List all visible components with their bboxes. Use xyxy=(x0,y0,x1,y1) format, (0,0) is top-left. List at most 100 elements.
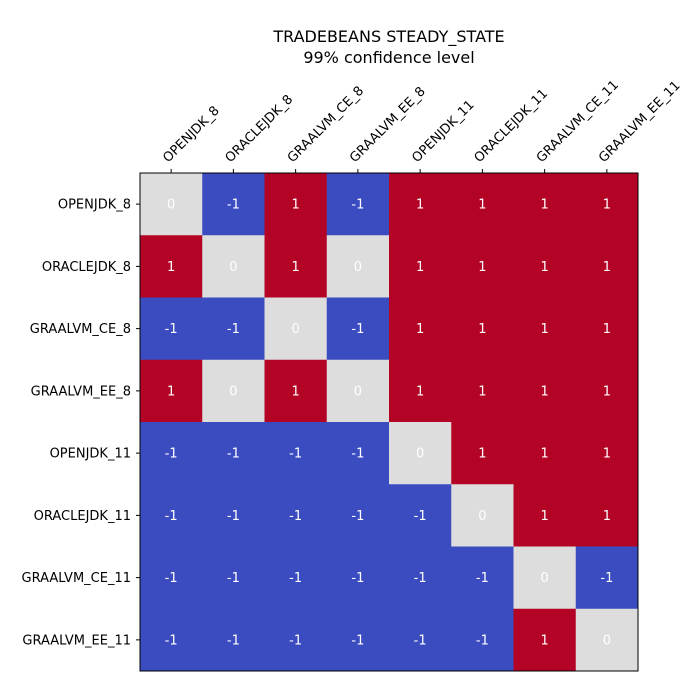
cell-value-label: -1 xyxy=(289,447,302,462)
y-tick-label: ORACLEJDK_8 xyxy=(42,260,131,275)
cell-value-label: 1 xyxy=(416,322,424,337)
heatmap-cells xyxy=(140,173,639,672)
cell-value-label: -1 xyxy=(165,447,178,462)
heatmap-cell xyxy=(513,235,577,298)
cell-value-label: 0 xyxy=(229,384,237,399)
cell-value-label: -1 xyxy=(351,509,364,524)
heatmap-cell xyxy=(264,546,328,610)
cell-value-label: -1 xyxy=(476,633,489,648)
cell-value-label: -1 xyxy=(351,198,364,213)
plot-frame xyxy=(139,172,639,672)
heatmap-cell xyxy=(513,359,577,423)
heatmap-cell xyxy=(140,173,203,236)
cell-value-label: -1 xyxy=(165,322,178,337)
cell-value-label: 1 xyxy=(540,447,548,462)
y-tick-label: GRAALVM_EE_11 xyxy=(22,633,131,648)
heatmap-cell xyxy=(575,422,639,485)
cell-value-label: -1 xyxy=(600,571,613,586)
cell-value-label: 1 xyxy=(291,198,299,213)
cell-value-label: 1 xyxy=(603,260,611,275)
x-tick-label: OPENJDK_11 xyxy=(409,98,477,166)
heatmap-cell xyxy=(575,297,639,361)
cell-value-label: -1 xyxy=(227,447,240,462)
heatmap-cell xyxy=(326,484,390,547)
cell-value-label: -1 xyxy=(227,571,240,586)
cell-value-label: 1 xyxy=(478,260,486,275)
cell-value-label: -1 xyxy=(476,571,489,586)
chart-subtitle: 99% confidence level xyxy=(303,48,474,67)
heatmap-cell xyxy=(451,297,514,361)
cell-value-label: 1 xyxy=(478,384,486,399)
heatmap-cell xyxy=(513,608,577,672)
heatmap-cell xyxy=(389,422,452,485)
cell-value-label: -1 xyxy=(289,509,302,524)
heatmap-cell xyxy=(326,608,390,672)
cell-value-label: -1 xyxy=(289,571,302,586)
cell-value-label: -1 xyxy=(414,571,427,586)
heatmap-cell xyxy=(389,297,452,361)
heatmap-cell xyxy=(140,546,203,610)
heatmap-cell-labels: 0 -1 1 -1 1 1 1 1 1 0 1 0 1 1 1 1 -1 -1 0 -1 1 1 1 1 1 0 1 0 1 1 1 1 -1 -… xyxy=(165,198,614,649)
heatmap-cell xyxy=(513,484,577,547)
heatmap-cell xyxy=(389,484,452,547)
heatmap-cell xyxy=(140,297,203,361)
cell-value-label: -1 xyxy=(351,571,364,586)
heatmap-cell xyxy=(202,359,265,423)
heatmap-cell xyxy=(575,359,639,423)
heatmap-cell xyxy=(451,173,514,236)
cell-value-label: 0 xyxy=(354,260,362,275)
cell-value-label: 0 xyxy=(603,633,611,648)
cell-value-label: 1 xyxy=(291,260,299,275)
heatmap-cell xyxy=(202,546,265,610)
heatmap-cell xyxy=(202,173,265,236)
heatmap-cell xyxy=(326,422,390,485)
heatmap-cell xyxy=(140,359,203,423)
y-tick-label: OPENJDK_8 xyxy=(58,198,131,213)
heatmap-cell xyxy=(451,546,514,610)
cell-value-label: 1 xyxy=(478,198,486,213)
cell-value-label: 0 xyxy=(478,509,486,524)
cell-value-label: -1 xyxy=(165,571,178,586)
cell-value-label: 1 xyxy=(167,384,175,399)
cell-value-label: -1 xyxy=(351,447,364,462)
cell-value-label: 0 xyxy=(540,571,548,586)
cell-value-label: 1 xyxy=(540,384,548,399)
heatmap-cell xyxy=(264,422,328,485)
heatmap-cell xyxy=(140,235,203,298)
heatmap-cell xyxy=(326,546,390,610)
heatmap-cell xyxy=(513,546,577,610)
heatmap-cell xyxy=(264,484,328,547)
cell-value-label: 1 xyxy=(540,260,548,275)
heatmap-cell xyxy=(451,422,514,485)
heatmap-cell xyxy=(513,422,577,485)
cell-value-label: -1 xyxy=(227,509,240,524)
heatmap-cell xyxy=(451,608,514,672)
heatmap-cell xyxy=(202,235,265,298)
cell-value-label: -1 xyxy=(227,322,240,337)
cell-value-label: 1 xyxy=(416,198,424,213)
heatmap-cell xyxy=(451,484,514,547)
heatmap-cell xyxy=(575,608,639,672)
heatmap-cell xyxy=(389,546,452,610)
heatmap-cell xyxy=(264,235,328,298)
cell-value-label: 1 xyxy=(540,633,548,648)
cell-value-label: -1 xyxy=(289,633,302,648)
heatmap-cell xyxy=(326,235,390,298)
cell-value-label: 0 xyxy=(229,260,237,275)
heatmap-cell xyxy=(575,235,639,298)
y-tick-label: GRAALVM_CE_11 xyxy=(22,571,131,586)
cell-value-label: -1 xyxy=(351,322,364,337)
y-tick-label: ORACLEJDK_11 xyxy=(34,509,131,524)
y-tick-label: GRAALVM_EE_8 xyxy=(31,384,131,399)
y-tick-label: GRAALVM_CE_8 xyxy=(30,322,131,337)
cell-value-label: 1 xyxy=(478,447,486,462)
heatmap-cell xyxy=(389,173,452,236)
cell-value-label: 1 xyxy=(478,322,486,337)
heatmap-cell xyxy=(140,422,203,485)
chart-title: TRADEBEANS STEADY_STATE xyxy=(272,27,504,47)
cell-value-label: 1 xyxy=(603,447,611,462)
heatmap-cell xyxy=(575,484,639,547)
heatmap-cell xyxy=(575,173,639,236)
cell-value-label: 1 xyxy=(167,260,175,275)
heatmap-cell xyxy=(389,359,452,423)
